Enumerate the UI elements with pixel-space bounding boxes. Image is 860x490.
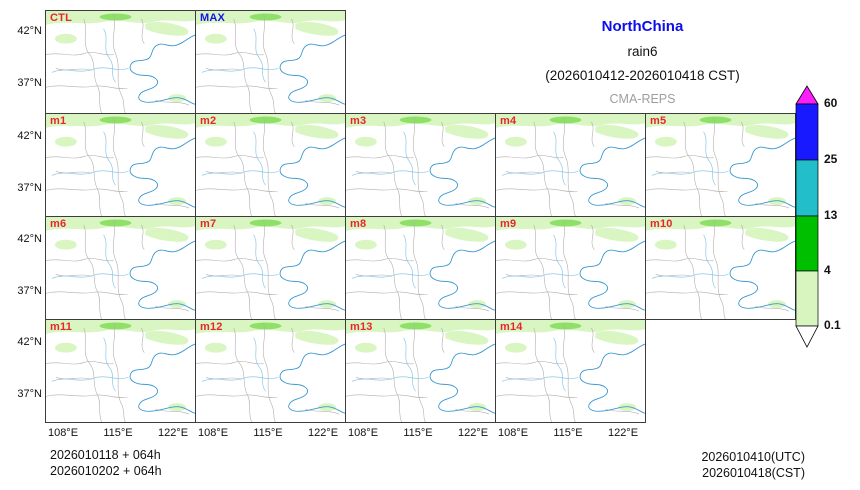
x-tick-122e: 122°E	[157, 427, 189, 439]
panel-label: m14	[500, 321, 523, 333]
map-panel-m11: m11	[45, 319, 196, 423]
colorbar-segment-cyan	[795, 159, 819, 217]
init-run-2: 2026010202 + 064h	[50, 464, 162, 478]
panel-label: m1	[50, 115, 67, 127]
valid-times-block: 2026010410(UTC) 2026010418(CST)	[701, 449, 805, 481]
y-tick-37n: 37°N	[17, 388, 42, 400]
map-panel-m5: m5	[645, 113, 796, 217]
colorbar-tick-13: 13	[824, 208, 838, 222]
y-tick-42n: 42°N	[17, 233, 42, 245]
variable-name: rain6	[627, 44, 658, 59]
map-graphic	[46, 320, 195, 422]
panel-label: m3	[350, 115, 367, 127]
y-tick-42n: 42°N	[17, 25, 42, 37]
x-tick-108e: 108°E	[347, 427, 379, 439]
init-runs-block: 2026010118 + 064h 2026010202 + 064h	[50, 447, 162, 479]
x-tick-115e: 115°E	[253, 427, 283, 439]
map-graphic	[196, 114, 345, 216]
init-run-1: 2026010118 + 064h	[50, 448, 161, 462]
map-graphic	[196, 11, 345, 113]
panel-label: m12	[200, 321, 223, 333]
map-panel-m1: m1	[45, 113, 196, 217]
colorbar-segment-blue	[795, 103, 819, 161]
map-graphic	[46, 114, 195, 216]
panel-label: m11	[50, 321, 73, 333]
y-tick-42n: 42°N	[17, 130, 42, 142]
panel-label: m8	[350, 218, 367, 230]
map-graphic	[46, 217, 195, 319]
colorbar-tick-25: 25	[824, 152, 838, 166]
panel-label: m13	[350, 321, 373, 333]
map-graphic	[646, 217, 795, 319]
map-graphic	[346, 217, 495, 319]
map-panel-m2: m2	[195, 113, 346, 217]
colorbar-segment-lightgreen	[795, 270, 819, 327]
map-panel-m4: m4	[495, 113, 646, 217]
map-panel-m8: m8	[345, 216, 496, 320]
panel-label: m7	[200, 218, 217, 230]
y-tick-37n: 37°N	[17, 182, 42, 194]
valid-time-cst: 2026010418(CST)	[702, 466, 805, 480]
panel-label: m5	[650, 115, 667, 127]
map-panel-m6: m6	[45, 216, 196, 320]
map-graphic	[496, 114, 645, 216]
colorbar-tick-60: 60	[824, 96, 838, 110]
map-graphic	[196, 217, 345, 319]
map-panel-m7: m7	[195, 216, 346, 320]
colorbar-under-arrow	[795, 325, 819, 348]
x-tick-115e: 115°E	[553, 427, 583, 439]
map-panel-m9: m9	[495, 216, 646, 320]
map-graphic	[496, 217, 645, 319]
colorbar: 60 25 13 4 0.1	[795, 85, 841, 348]
panel-label: m4	[500, 115, 517, 127]
panel-label: m2	[200, 115, 217, 127]
x-tick-108e: 108°E	[197, 427, 229, 439]
panel-label: m10	[650, 218, 673, 230]
x-tick-122e: 122°E	[457, 427, 489, 439]
map-graphic	[46, 11, 195, 113]
y-tick-37n: 37°N	[17, 77, 42, 89]
map-graphic	[496, 320, 645, 422]
model-name: CMA-REPS	[609, 92, 676, 106]
map-graphic	[346, 114, 495, 216]
panel-label: m9	[500, 218, 517, 230]
x-tick-108e: 108°E	[47, 427, 79, 439]
x-tick-108e: 108°E	[497, 427, 529, 439]
region-title: NorthChina	[601, 18, 684, 35]
colorbar-over-arrow	[795, 85, 819, 105]
x-tick-122e: 122°E	[607, 427, 639, 439]
panel-label: m6	[50, 218, 67, 230]
valid-period: (2026010412-2026010418 CST)	[545, 68, 740, 83]
map-panel-max: MAX	[195, 10, 346, 114]
x-tick-115e: 115°E	[103, 427, 133, 439]
map-panel-m12: m12	[195, 319, 346, 423]
map-panel-m10: m10	[645, 216, 796, 320]
x-tick-115e: 115°E	[403, 427, 433, 439]
title-block: NorthChina rain6 (2026010412-2026010418 …	[470, 12, 815, 106]
map-panel-m14: m14	[495, 319, 646, 423]
map-graphic	[646, 114, 795, 216]
colorbar-segment-green	[795, 215, 819, 272]
map-graphic	[196, 320, 345, 422]
colorbar-tick-4: 4	[824, 263, 831, 277]
map-graphic	[346, 320, 495, 422]
panel-label: MAX	[200, 12, 226, 24]
map-panel-ctl: CTL	[45, 10, 196, 114]
map-panel-m3: m3	[345, 113, 496, 217]
panel-label: CTL	[50, 12, 72, 24]
map-panel-m13: m13	[345, 319, 496, 423]
valid-time-utc: 2026010410(UTC)	[701, 450, 805, 464]
y-tick-42n: 42°N	[17, 336, 42, 348]
y-tick-37n: 37°N	[17, 285, 42, 297]
colorbar-tick-0p1: 0.1	[824, 318, 841, 332]
x-tick-122e: 122°E	[307, 427, 339, 439]
